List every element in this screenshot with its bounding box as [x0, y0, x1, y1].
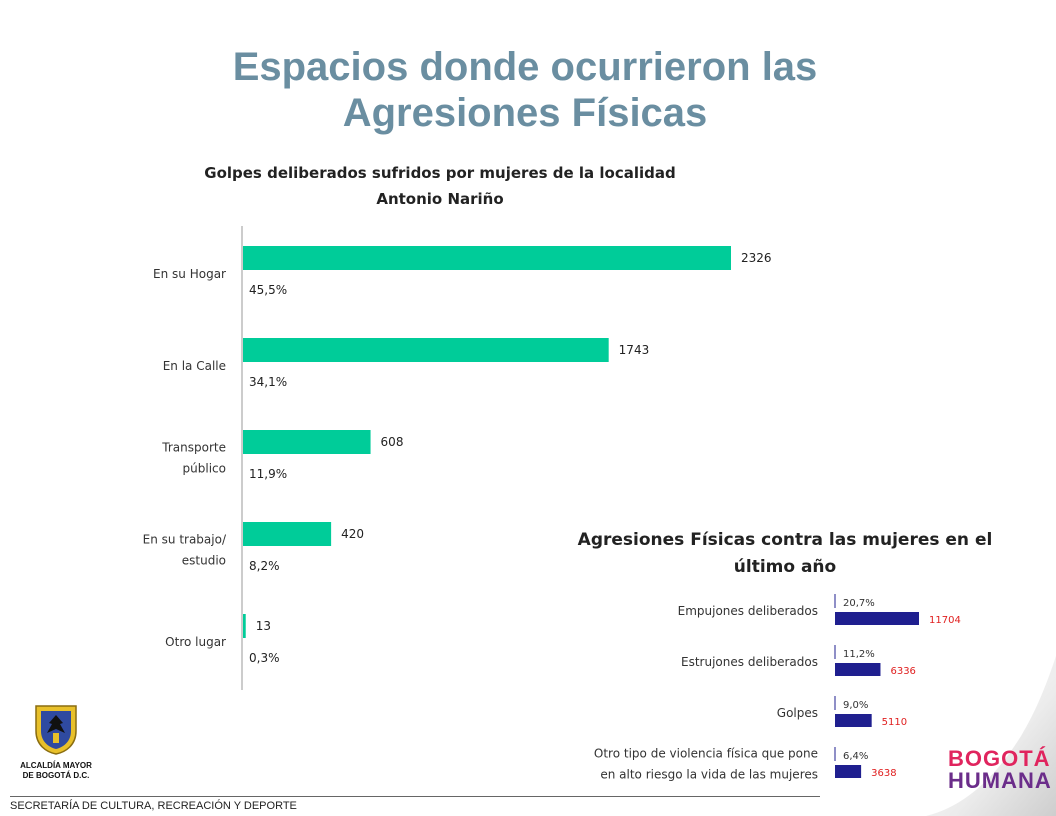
chart2-value-label: 6336: [890, 666, 915, 677]
chart1-value-label: 13: [256, 619, 271, 633]
chart2-value-label: 11704: [929, 615, 961, 626]
chart1-category-label: En la Calle: [163, 359, 226, 373]
page-curl-decoration: [926, 656, 1056, 816]
page-title: Espacios donde ocurrieron las Agresiones…: [232, 45, 818, 135]
logo-line-bogota: BOGOTÁ: [948, 746, 1051, 771]
chart1-value-label: 2326: [741, 251, 772, 265]
chart2-category-label: Estrujones deliberados: [681, 655, 818, 669]
chart1-category-label: Otro lugar: [165, 635, 226, 649]
chart2-bar: [835, 612, 919, 625]
chart1-bar: [243, 430, 371, 454]
chart1-category-label: En su trabajo/estudio: [143, 533, 227, 568]
chart1-bar: [243, 614, 246, 638]
chart1-bar: [243, 338, 609, 362]
chart1-percent-label: 45,5%: [249, 283, 287, 297]
footer-text: SECRETARÍA DE CULTURA, RECREACIÓN Y DEPO…: [10, 800, 297, 812]
chart2-bar: [835, 714, 872, 727]
chart1-percent-label: 34,1%: [249, 375, 287, 389]
chart2-percent-label: 20,7%: [843, 598, 875, 609]
chart-title-agresiones: Agresiones Físicas contra las mujeres en…: [577, 530, 993, 577]
chart2-category-label: Empujones deliberados: [678, 604, 818, 618]
chart1-percent-label: 8,2%: [249, 559, 280, 573]
chart2-value-label: 3638: [871, 768, 896, 779]
chart1-percent-label: 11,9%: [249, 467, 287, 481]
chart1-value-label: 1743: [619, 343, 650, 357]
chart1-category-label: En su Hogar: [153, 267, 226, 281]
alcaldia-logo: ALCALDÍA MAYOR DE BOGOTÁ D.C.: [14, 703, 98, 781]
chart2-category-label: Golpes: [777, 706, 818, 720]
chart1-bar: [243, 522, 332, 546]
chart1-value-label: 608: [381, 435, 404, 449]
coat-of-arms-icon: [35, 705, 77, 755]
chart2-percent-label: 6,4%: [843, 751, 868, 762]
alcaldia-logo-text: ALCALDÍA MAYOR DE BOGOTÁ D.C.: [20, 761, 92, 780]
chart2-percent-label: 9,0%: [843, 700, 868, 711]
chart1-percent-label: 0,3%: [249, 651, 280, 665]
chart1-category-label: Transporte público: [161, 441, 226, 476]
chart2-value-label: 5110: [882, 717, 907, 728]
chart2-bar: [835, 765, 862, 778]
chart1-bar: [243, 246, 731, 270]
chart1-value-label: 420: [341, 527, 364, 541]
footer-divider: [10, 796, 820, 797]
logo-line-humana: HUMANA: [948, 768, 1052, 793]
chart2-category-label: Otro tipo de violencia física que pone en…: [594, 747, 818, 782]
bogota-humana-logo: BOGOTÁ HUMANA: [948, 746, 1052, 793]
chart-title-golpes: Golpes deliberados sufridos por mujeres …: [204, 164, 676, 208]
chart2-bar: [835, 663, 881, 676]
chart2-percent-label: 11,2%: [843, 649, 875, 660]
